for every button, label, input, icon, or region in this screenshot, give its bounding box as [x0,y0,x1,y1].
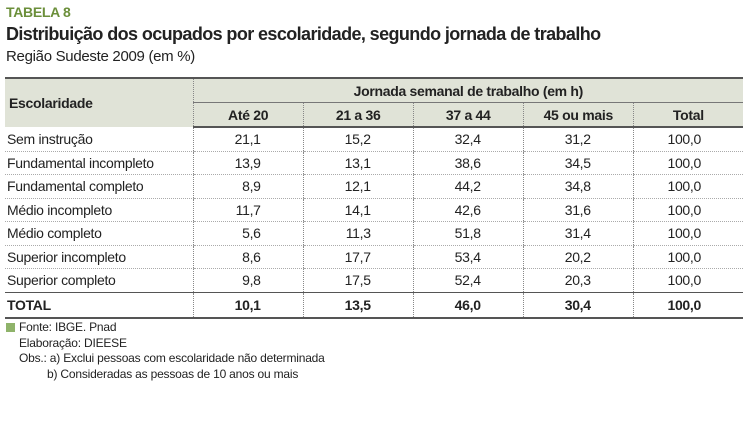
subtitle: Região Sudeste 2009 (em %) [6,48,195,65]
notes: Fonte: IBGE. Pnad Elaboração: DIEESE Obs… [6,320,325,382]
total-label: TOTAL [5,291,194,319]
cell-value: 51,8 [412,221,524,246]
cell-value: 21,1 [192,127,304,152]
total-value: 100,0 [632,291,743,319]
cell-value: 100,0 [632,268,743,293]
cell-value: 20,2 [522,245,634,269]
cell-value: 44,2 [412,174,524,199]
table-row: Fundamental completo 8,9 12,1 44,2 34,8 100,0 [5,174,743,199]
column-header: Total [632,102,743,128]
cell-value: 8,6 [192,245,304,269]
title: Distribuição dos ocupados por escolarida… [6,24,601,44]
cell-value: 100,0 [632,151,743,175]
cell-value: 5,6 [192,221,304,246]
column-header: 21 a 36 [302,102,414,128]
row-label: Superior completo [5,268,194,293]
column-header: Até 20 [192,102,304,128]
cell-value: 13,9 [192,151,304,175]
data-table: Escolaridade Jornada semanal de trabalho… [5,77,743,319]
table-row: Superior incompleto 8,6 17,7 53,4 20,2 100,0 [5,245,743,269]
total-value: 10,1 [192,291,304,319]
cell-value: 9,8 [192,268,304,293]
total-value: 46,0 [412,291,524,319]
cell-value: 34,5 [522,151,634,175]
row-label: Fundamental incompleto [5,151,194,175]
cell-value: 38,6 [412,151,524,175]
row-label: Médio completo [5,221,194,246]
cell-value: 11,3 [302,221,414,246]
row-header: Escolaridade [5,77,194,127]
cell-value: 32,4 [412,127,524,152]
obs-b: b) Consideradas as pessoas de 10 anos ou… [47,366,299,381]
cell-value: 20,3 [522,268,634,293]
table-label: TABELA 8 [6,4,71,20]
cell-value: 31,6 [522,198,634,222]
cell-value: 13,1 [302,151,414,175]
cell-value: 31,4 [522,221,634,246]
source: Fonte: IBGE. Pnad [19,320,117,334]
cell-value: 34,8 [522,174,634,199]
total-value: 30,4 [522,291,634,319]
group-header: Jornada semanal de trabalho (em h) [192,77,743,103]
cell-value: 12,1 [302,174,414,199]
table-row: Sem instrução 21,1 15,2 32,4 31,2 100,0 [5,127,743,152]
cell-value: 11,7 [192,198,304,222]
cell-value: 100,0 [632,174,743,199]
cell-value: 31,2 [522,127,634,152]
table-row: Superior completo 9,8 17,5 52,4 20,3 100,0 [5,268,743,293]
cell-value: 8,9 [192,174,304,199]
column-header: 45 ou mais [522,102,634,128]
row-label: Médio incompleto [5,198,194,222]
cell-value: 17,5 [302,268,414,293]
cell-value: 17,7 [302,245,414,269]
obs-a: Obs.: a) Exclui pessoas com escolaridade… [19,351,325,365]
cell-value: 52,4 [412,268,524,293]
table-row: Médio completo 5,6 11,3 51,8 31,4 100,0 [5,221,743,246]
cell-value: 14,1 [302,198,414,222]
cell-value: 100,0 [632,198,743,222]
cell-value: 15,2 [302,127,414,152]
table-row: Médio incompleto 11,7 14,1 42,6 31,6 100,0 [5,198,743,222]
elaboration: Elaboração: DIEESE [19,335,127,350]
row-label: Sem instrução [5,127,194,152]
table-row: Fundamental incompleto 13,9 13,1 38,6 34,5 10… [5,151,743,175]
row-label: Superior incompleto [5,245,194,269]
cell-value: 42,6 [412,198,524,222]
cell-value: 100,0 [632,245,743,269]
total-row: TOTAL 10,1 13,5 46,0 30,4 100,0 [5,291,743,319]
bullet [6,323,15,332]
cell-value: 100,0 [632,221,743,246]
total-value: 13,5 [302,291,414,319]
row-label: Fundamental completo [5,174,194,199]
cell-value: 100,0 [632,127,743,152]
column-header: 37 a 44 [412,102,524,128]
cell-value: 53,4 [412,245,524,269]
